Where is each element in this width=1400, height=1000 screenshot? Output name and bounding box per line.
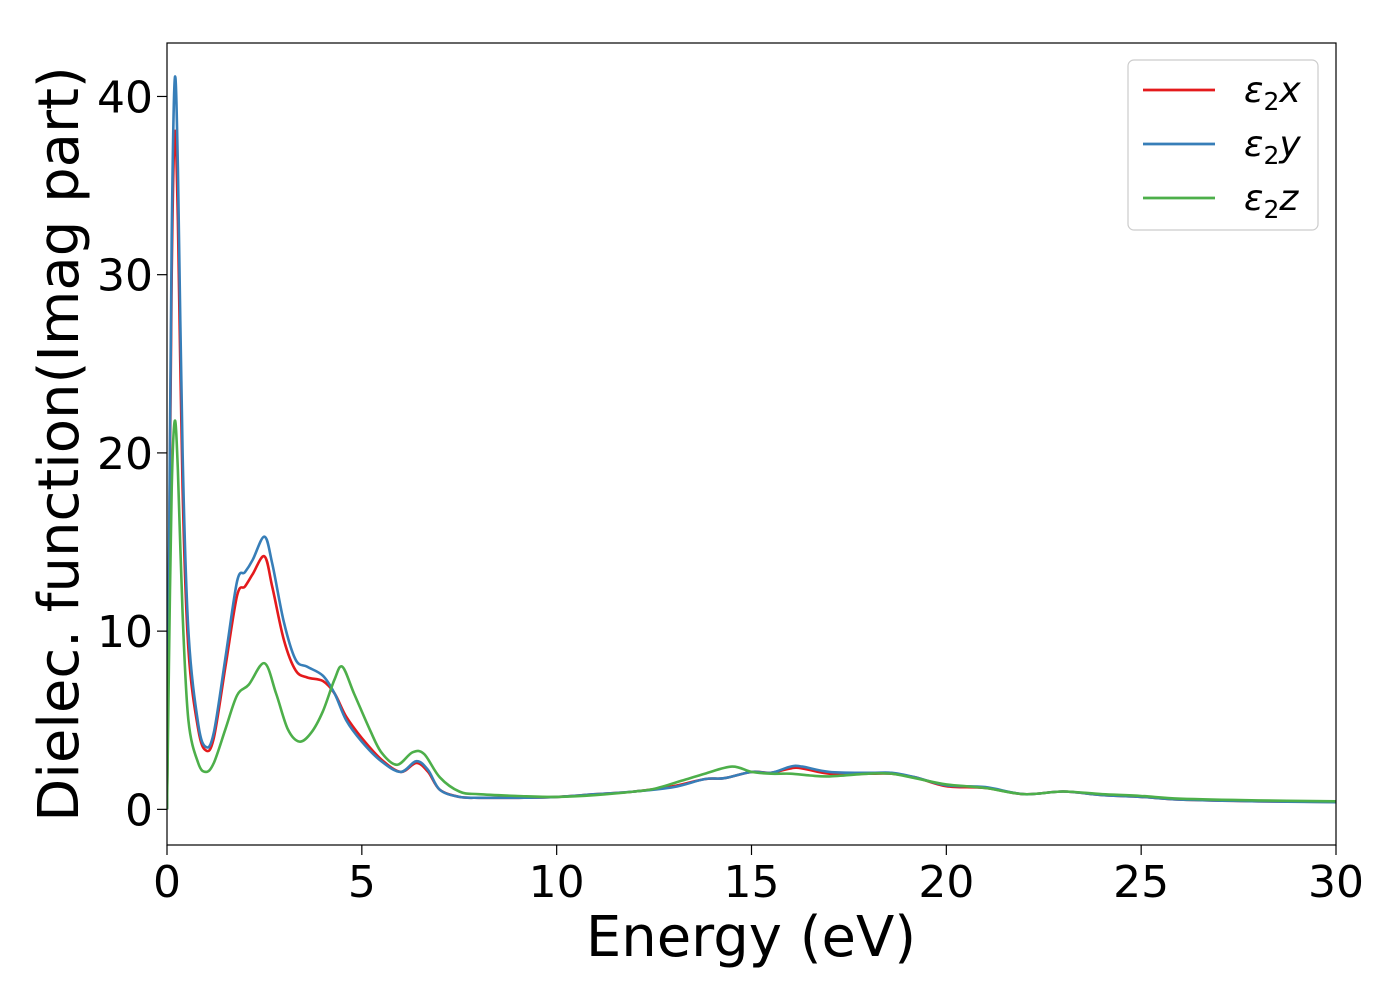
series-line-z [167, 419, 1336, 810]
y-axis-label: Dielec. function(Imag part) [27, 66, 92, 822]
legend-label-y: ε2y [1244, 124, 1301, 170]
x-tick-label: 10 [529, 857, 585, 908]
legend-box [1127, 59, 1319, 231]
y-tick-label: 0 [125, 785, 153, 836]
y-tick-label: 20 [97, 429, 153, 480]
x-tick-label: 25 [1113, 857, 1169, 908]
legend-label-x: ε2x [1244, 70, 1301, 116]
y-tick-label: 40 [97, 72, 153, 123]
series-layer [167, 75, 1336, 810]
x-axis-label: Energy (eV) [586, 905, 916, 970]
x-tick-label: 15 [724, 857, 780, 908]
y-tick-label: 30 [97, 251, 153, 302]
x-tick-label: 0 [153, 857, 181, 908]
x-tick-label: 5 [348, 857, 376, 908]
x-tick-label: 30 [1308, 857, 1364, 908]
x-tick-label: 20 [918, 857, 974, 908]
y-tick-label: 10 [97, 607, 153, 658]
y-axis-ticks: 0 10 20 30 40 [97, 72, 167, 836]
x-axis-ticks: 0 5 10 15 20 25 30 [153, 845, 1364, 908]
legend: ε2x ε2y ε2z [1127, 59, 1319, 231]
legend-label-z: ε2z [1244, 178, 1299, 224]
series-line-x [167, 129, 1336, 810]
